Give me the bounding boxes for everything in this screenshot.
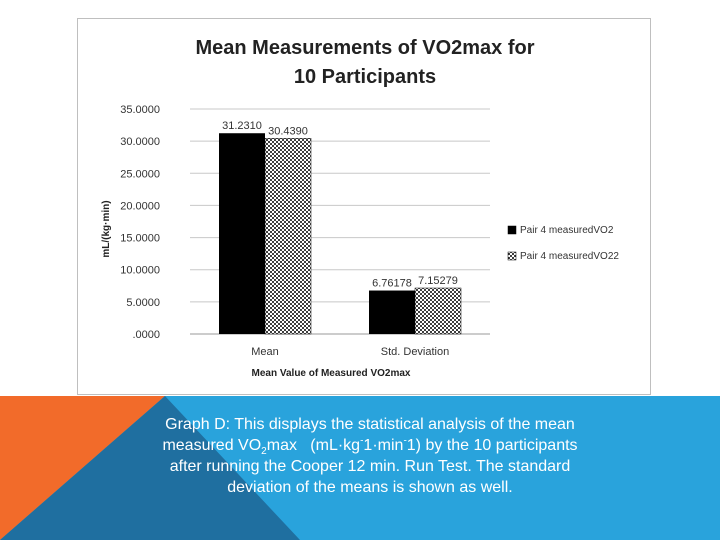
x-tick-label: Mean [251,346,279,358]
bar-2-2 [414,287,462,335]
y-tick-label: 25.0000 [120,168,160,180]
y-tick-label: .0000 [132,329,160,341]
legend-swatch [507,251,517,261]
y-tick-label: 35.0000 [120,104,160,116]
bar-2-1 [264,138,312,335]
legend: Pair 4 measuredVO2 Pair 4 measuredVO22 [507,225,619,262]
x-tick-label: Std. Deviation [381,346,449,358]
y-tick-label: 5.0000 [126,297,160,309]
data-label: 30.4390 [268,125,308,137]
chart-svg: Mean Measurements of VO2max for 10 Parti… [101,37,619,379]
y-tick-label: 20.0000 [120,200,160,212]
caption-line2: measured VO2max (mL·kg-1·min-1) by the 1… [162,435,578,458]
chart-frame: Mean Measurements of VO2max for 10 Parti… [77,18,651,395]
caption-line3: after running the Cooper 12 min. Run Tes… [169,458,571,475]
chart-title-line1: Mean Measurements of VO2max for [196,37,535,59]
y-tick-label: 10.0000 [120,265,160,277]
caption-line4: deviation of the means is shown as well. [227,479,513,496]
bar-layer [219,133,462,335]
caption: Graph D: This displays the statistical a… [130,414,610,498]
legend-swatch [507,225,517,235]
y-tick-label: 30.0000 [120,136,160,148]
chart-title-line2: 10 Participants [294,66,436,88]
y-tick-label: 15.0000 [120,233,160,245]
data-label: 7.15279 [418,275,458,287]
band-darkblue-triangle [0,396,300,540]
legend-label: Pair 4 measuredVO2 [520,225,614,236]
bar-1-2 [369,290,415,334]
bar-1-1 [219,133,265,334]
data-label: 6.76178 [372,278,412,290]
bottom-band [0,396,720,540]
caption-line1: Graph D: This displays the statistical a… [165,416,575,433]
legend-label: Pair 4 measuredVO22 [520,251,619,262]
label-layer: 35.0000 30.0000 25.0000 20.0000 15.0000 10.00… [120,104,458,358]
x-axis-label: Mean Value of Measured VO2max [252,368,411,379]
y-axis-label: mL/(kg·min) [101,200,112,257]
data-label: 31.2310 [222,120,262,132]
